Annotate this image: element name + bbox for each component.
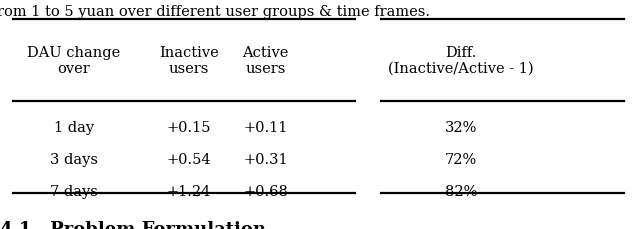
- Text: 32%: 32%: [445, 120, 477, 134]
- Text: +0.54: +0.54: [166, 152, 211, 166]
- Text: +0.31: +0.31: [243, 152, 288, 166]
- Text: 82%: 82%: [445, 184, 477, 198]
- Text: 7 days: 7 days: [50, 184, 97, 198]
- Text: +1.24: +1.24: [166, 184, 211, 198]
- Text: 3 days: 3 days: [50, 152, 98, 166]
- Text: Inactive
users: Inactive users: [159, 46, 219, 76]
- Text: 72%: 72%: [445, 152, 477, 166]
- Text: 1 day: 1 day: [54, 120, 93, 134]
- Text: +0.11: +0.11: [243, 120, 288, 134]
- Text: 4.1   Problem Formulation: 4.1 Problem Formulation: [0, 220, 266, 229]
- Text: DAU change
over: DAU change over: [27, 46, 120, 76]
- Text: Active
users: Active users: [243, 46, 289, 76]
- Text: +0.68: +0.68: [243, 184, 288, 198]
- Text: Diff.
(Inactive/Active - 1): Diff. (Inactive/Active - 1): [388, 46, 534, 76]
- Text: rom 1 to 5 yuan over different user groups & time frames.: rom 1 to 5 yuan over different user grou…: [0, 5, 430, 19]
- Text: +0.15: +0.15: [166, 120, 211, 134]
